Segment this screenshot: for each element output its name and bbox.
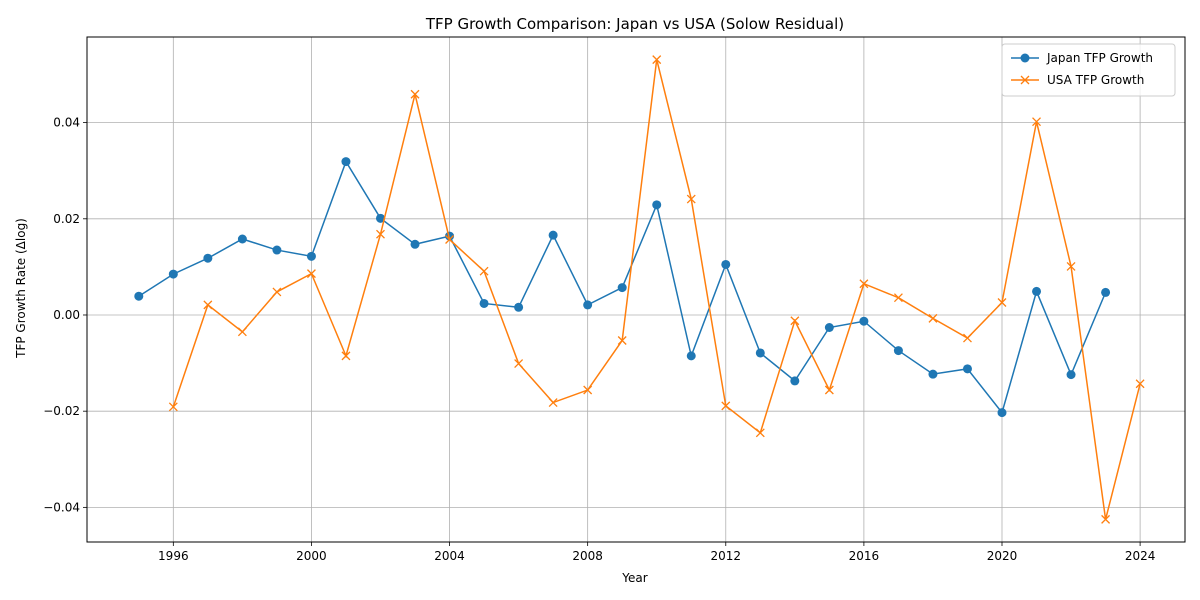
legend-item: USA TFP Growth bbox=[1011, 73, 1144, 87]
data-point bbox=[790, 316, 800, 326]
data-point bbox=[1032, 117, 1041, 127]
data-point bbox=[652, 200, 662, 210]
data-point bbox=[445, 231, 455, 241]
series-line-usa-tfp-growth bbox=[172, 59, 1141, 520]
y-axis-label: TFP Growth Rate (Δlog) bbox=[14, 218, 28, 359]
x-tick-label: 2024 bbox=[1125, 549, 1156, 563]
x-tick-label: 2016 bbox=[849, 549, 880, 563]
data-point bbox=[997, 408, 1007, 418]
data-point bbox=[445, 235, 455, 244]
legend: Japan TFP Growth USA TFP Growth bbox=[1001, 43, 1176, 97]
data-point bbox=[1066, 261, 1076, 271]
data-point bbox=[548, 398, 558, 407]
data-point bbox=[790, 376, 800, 386]
data-point bbox=[824, 322, 834, 332]
data-point bbox=[617, 336, 627, 345]
series-usa-tfp-growth bbox=[168, 55, 1145, 524]
data-point bbox=[617, 283, 627, 293]
data-point bbox=[514, 302, 524, 312]
y-tick-label: 0.04 bbox=[53, 116, 80, 130]
data-point bbox=[928, 369, 938, 379]
legend-label: USA TFP Growth bbox=[1047, 73, 1144, 87]
data-point bbox=[306, 251, 316, 261]
data-point bbox=[134, 291, 144, 301]
data-point bbox=[1032, 286, 1042, 296]
x-tick-label: 2008 bbox=[572, 549, 603, 563]
x-tick-label: 2000 bbox=[296, 549, 327, 563]
data-point bbox=[652, 55, 662, 65]
data-point bbox=[963, 333, 972, 343]
data-point bbox=[203, 300, 213, 310]
legend-marker bbox=[1020, 53, 1030, 63]
data-point bbox=[341, 351, 351, 361]
data-point bbox=[721, 259, 731, 269]
data-point bbox=[548, 230, 558, 240]
legend-item: Japan TFP Growth bbox=[1011, 51, 1153, 65]
data-point bbox=[306, 269, 316, 279]
data-point bbox=[1101, 514, 1111, 524]
data-point bbox=[755, 428, 765, 438]
data-point bbox=[893, 346, 903, 356]
data-point bbox=[272, 245, 282, 255]
legend-marker bbox=[1020, 75, 1030, 85]
data-point bbox=[168, 402, 178, 412]
plot-frame bbox=[86, 36, 1186, 543]
data-point bbox=[1101, 287, 1111, 297]
y-tick-label: −0.02 bbox=[43, 404, 80, 418]
data-point bbox=[686, 194, 696, 204]
data-point bbox=[583, 300, 593, 310]
data-point bbox=[893, 293, 903, 303]
data-point bbox=[237, 234, 247, 244]
data-point bbox=[583, 385, 593, 395]
x-tick-label: 2020 bbox=[987, 549, 1018, 563]
data-point bbox=[721, 401, 731, 411]
data-point bbox=[410, 239, 420, 249]
data-point bbox=[410, 89, 420, 99]
data-point bbox=[479, 298, 489, 308]
y-tick-label: 0.00 bbox=[53, 308, 80, 322]
data-point bbox=[168, 269, 178, 279]
data-point bbox=[272, 287, 282, 297]
data-point bbox=[962, 364, 972, 374]
legend-label: Japan TFP Growth bbox=[1046, 51, 1153, 65]
y-axis-ticks: −0.04 −0.02 0.00 0.02 0.04 bbox=[43, 116, 87, 514]
data-point bbox=[755, 348, 765, 358]
data-point bbox=[376, 229, 385, 239]
data-point bbox=[859, 279, 869, 289]
chart-title: TFP Growth Comparison: Japan vs USA (Sol… bbox=[425, 15, 844, 33]
data-point bbox=[514, 359, 524, 369]
grid bbox=[87, 37, 1185, 542]
y-tick-label: 0.02 bbox=[53, 212, 80, 226]
data-point bbox=[997, 298, 1007, 307]
data-point bbox=[341, 157, 351, 167]
data-point bbox=[686, 351, 696, 361]
data-point bbox=[237, 327, 247, 337]
data-point bbox=[203, 253, 213, 263]
series-japan-tfp-growth bbox=[134, 157, 1111, 418]
x-tick-label: 2012 bbox=[711, 549, 742, 563]
data-point bbox=[375, 213, 385, 223]
data-point bbox=[824, 385, 834, 395]
data-point bbox=[1135, 379, 1145, 389]
data-point bbox=[928, 313, 938, 323]
data-point bbox=[1066, 370, 1076, 380]
x-axis-ticks: 1996 2000 2004 2008 2012 2016 2020 2024 bbox=[158, 542, 1155, 563]
data-point bbox=[859, 316, 869, 326]
x-axis-label: Year bbox=[621, 571, 647, 585]
series-layer bbox=[134, 55, 1145, 524]
y-tick-label: −0.04 bbox=[43, 500, 80, 514]
data-point bbox=[479, 266, 489, 276]
x-tick-label: 1996 bbox=[158, 549, 189, 563]
legend-box bbox=[1001, 43, 1176, 97]
x-tick-label: 2004 bbox=[434, 549, 465, 563]
